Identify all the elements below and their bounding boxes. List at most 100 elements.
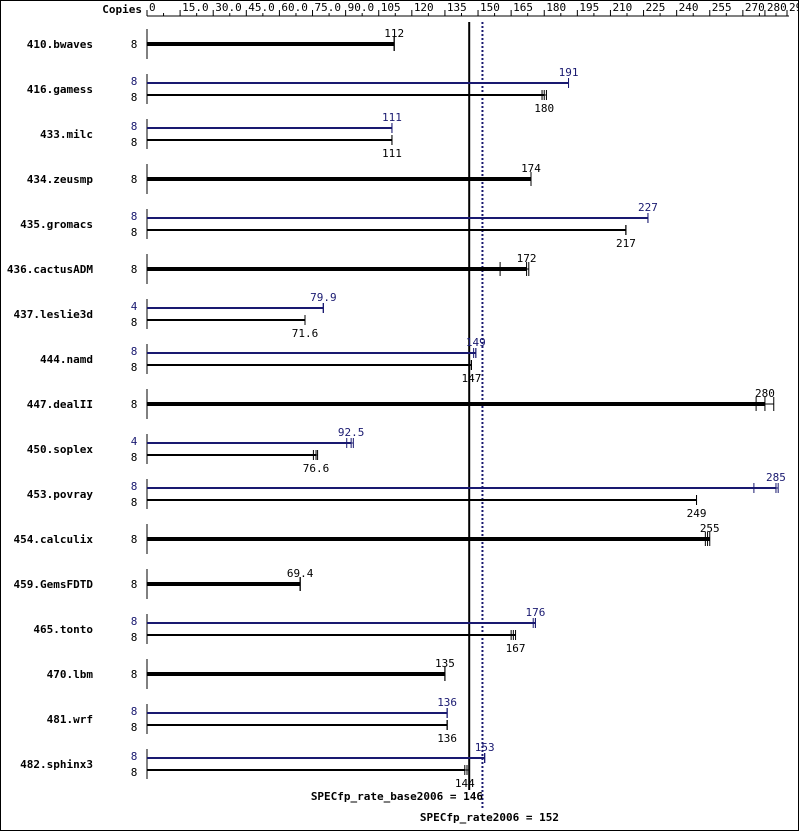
benchmark-row: 416.gamess 8 8 191 180 (27, 66, 579, 115)
benchmark-row: 459.GemsFDTD 8 69.4 (14, 567, 314, 599)
base-copies: 8 (131, 173, 138, 186)
x-tick-label: 0 (149, 1, 156, 14)
peak-value-label: 111 (382, 111, 402, 124)
base-copies: 8 (131, 136, 138, 149)
peak-copies: 8 (131, 750, 138, 763)
base-value-label: 167 (506, 642, 526, 655)
benchmark-name: 470.lbm (47, 668, 94, 681)
copies-header: Copies (102, 3, 142, 16)
x-tick-label: 150 (480, 1, 500, 14)
base-value-label: 112 (384, 27, 404, 40)
x-tick-label: 105 (381, 1, 401, 14)
peak-reference-label: SPECfp_rate2006 = 152 (420, 811, 559, 824)
benchmark-name: 447.dealII (27, 398, 93, 411)
base-value-label: 71.6 (292, 327, 319, 340)
base-value-label: 180 (534, 102, 554, 115)
benchmark-name: 459.GemsFDTD (14, 578, 94, 591)
benchmark-row: 482.sphinx3 8 8 153 144 (20, 741, 494, 790)
x-tick-label: 165 (513, 1, 533, 14)
x-tick-label: 120 (414, 1, 434, 14)
benchmark-name: 410.bwaves (27, 38, 93, 51)
base-value-label: 172 (517, 252, 537, 265)
peak-value-label: 191 (559, 66, 579, 79)
x-tick-label: 240 (679, 1, 699, 14)
benchmark-name: 450.soplex (27, 443, 94, 456)
x-tick-label: 60.0 (281, 1, 308, 14)
benchmark-name: 433.milc (40, 128, 93, 141)
base-copies: 8 (131, 533, 138, 546)
benchmark-name: 436.cactusADM (7, 263, 93, 276)
benchmark-row: 450.soplex 4 8 92.5 76.6 (27, 426, 365, 475)
peak-copies: 8 (131, 705, 138, 718)
x-tick-label: 75.0 (315, 1, 342, 14)
base-copies: 8 (131, 631, 138, 644)
peak-value-label: 153 (475, 741, 495, 754)
peak-value-label: 285 (766, 471, 786, 484)
base-value-label: 255 (700, 522, 720, 535)
peak-copies: 8 (131, 615, 138, 628)
x-tick-label: 225 (646, 1, 666, 14)
benchmark-name: 435.gromacs (20, 218, 93, 231)
x-tick-label: 180 (546, 1, 566, 14)
benchmark-row: 410.bwaves 8 112 (27, 27, 404, 59)
benchmark-name: 454.calculix (14, 533, 94, 546)
peak-copies: 8 (131, 345, 138, 358)
x-tick-label: 135 (447, 1, 467, 14)
benchmark-row: 434.zeusmp 8 174 (27, 162, 541, 194)
x-tick-label: 15.0 (182, 1, 209, 14)
x-tick-label: 195 (579, 1, 599, 14)
benchmark-name: 437.leslie3d (14, 308, 93, 321)
base-copies: 8 (131, 721, 138, 734)
base-value-label: 249 (687, 507, 707, 520)
base-value-label: 135 (435, 657, 455, 670)
base-copies: 8 (131, 668, 138, 681)
benchmark-name: 444.namd (40, 353, 93, 366)
benchmark-row: 465.tonto 8 8 176 167 (33, 606, 545, 655)
benchmark-row: 453.povray 8 8 285 249 (27, 471, 786, 520)
peak-copies: 4 (131, 300, 138, 313)
base-copies: 8 (131, 361, 138, 374)
benchmark-row: 444.namd 8 8 149 147 (40, 336, 486, 385)
benchmark-name: 481.wrf (47, 713, 93, 726)
benchmark-name: 416.gamess (27, 83, 93, 96)
x-tick-label: 210 (612, 1, 632, 14)
benchmark-name: 434.zeusmp (27, 173, 94, 186)
base-copies: 8 (131, 263, 138, 276)
benchmark-row: 470.lbm 8 135 (47, 657, 455, 689)
benchmark-row: 447.dealII 8 280 (27, 387, 775, 419)
base-value-label: 144 (455, 777, 475, 790)
peak-value-label: 227 (638, 201, 658, 214)
benchmark-row: 435.gromacs 8 8 227 217 (20, 201, 658, 250)
peak-value-label: 149 (466, 336, 486, 349)
x-tick-label: 90.0 (348, 1, 375, 14)
benchmark-row: 481.wrf 8 8 136 136 (47, 696, 457, 745)
base-copies: 8 (131, 226, 138, 239)
peak-value-label: 79.9 (310, 291, 337, 304)
base-copies: 8 (131, 451, 138, 464)
base-copies: 8 (131, 496, 138, 509)
base-copies: 8 (131, 316, 138, 329)
peak-copies: 8 (131, 75, 138, 88)
benchmark-row: 454.calculix 8 255 (14, 522, 720, 554)
base-value-label: 280 (755, 387, 775, 400)
x-tick-label: 270 (745, 1, 765, 14)
x-tick-label: 255 (712, 1, 732, 14)
benchmark-name: 453.povray (27, 488, 94, 501)
base-copies: 8 (131, 766, 138, 779)
peak-value-label: 136 (437, 696, 457, 709)
base-value-label: 111 (382, 147, 402, 160)
base-copies: 8 (131, 578, 138, 591)
benchmark-row: 433.milc 8 8 111 111 (40, 111, 402, 160)
x-axis: 0 15.0 30.0 45.0 60.0 75.0 90.0 105 120 135 150 165… (146, 1, 799, 17)
x-tick-label: 30.0 (215, 1, 242, 14)
base-copies: 8 (131, 398, 138, 411)
benchmark-row: 437.leslie3d 4 8 79.9 71.6 (14, 291, 337, 340)
x-tick-label: 290 (789, 1, 799, 14)
base-value-label: 69.4 (287, 567, 314, 580)
base-value-label: 147 (461, 372, 481, 385)
benchmark-row: 436.cactusADM 8 172 (7, 252, 537, 284)
peak-copies: 8 (131, 210, 138, 223)
base-copies: 8 (131, 91, 138, 104)
